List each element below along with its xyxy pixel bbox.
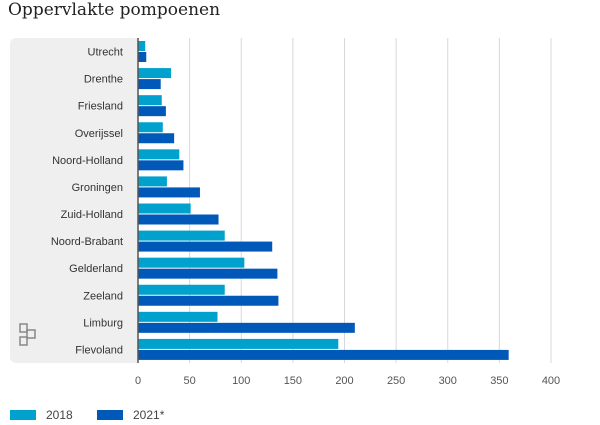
category-label: Groningen xyxy=(72,182,123,194)
bar-2018-overijssel xyxy=(138,122,163,133)
bar-2021-friesland xyxy=(138,106,166,117)
chart-title: Oppervlakte pompoenen xyxy=(8,0,221,20)
bar-2018-gelderland xyxy=(138,257,245,268)
bar-2021-zuid-holland xyxy=(138,214,219,225)
x-tick-label: 200 xyxy=(335,375,353,387)
bar-2021-groningen xyxy=(138,187,200,198)
x-tick-label: 150 xyxy=(284,375,302,387)
x-tick-label: 400 xyxy=(542,375,560,387)
bar-2021-utrecht xyxy=(138,52,147,62)
cbs-logo xyxy=(19,323,36,346)
category-label: Friesland xyxy=(78,101,123,113)
legend-swatch-2018 xyxy=(10,410,36,420)
legend-item-2018: 2018 xyxy=(10,408,73,422)
category-label: Gelderland xyxy=(69,263,123,275)
legend-label-2021: 2021* xyxy=(133,408,165,422)
bar-2021-noord-holland xyxy=(138,160,184,171)
bar-2018-noord-holland xyxy=(138,149,180,160)
category-label: Zuid-Holland xyxy=(61,209,123,221)
x-tick-label: 250 xyxy=(387,375,405,387)
bar-2021-flevoland xyxy=(138,349,509,360)
bar-chart: 0 50 100 150 200 250 300 350 400 Utrecht Drenthe Fr… xyxy=(19,38,560,387)
x-tick-label: 350 xyxy=(490,375,508,387)
bar-2021-gelderland xyxy=(138,268,278,279)
bar-2018-zuid-holland xyxy=(138,203,191,214)
bar-2018-groningen xyxy=(138,176,167,187)
category-label: Drenthe xyxy=(84,74,123,86)
category-label: Noord-Brabant xyxy=(51,236,123,248)
bar-2018-friesland xyxy=(138,95,162,106)
legend-label-2018: 2018 xyxy=(46,408,73,422)
bar-2018-limburg xyxy=(138,311,218,322)
bar-2021-limburg xyxy=(138,322,355,333)
bar-2018-zeeland xyxy=(138,284,225,295)
x-tick-label: 300 xyxy=(439,375,457,387)
category-panel xyxy=(10,38,138,363)
bar-2018-noord-brabant xyxy=(138,230,225,241)
bar-2021-noord-brabant xyxy=(138,241,273,252)
category-label: Utrecht xyxy=(88,47,123,59)
bar-2021-overijssel xyxy=(138,133,175,144)
bar-2018-flevoland xyxy=(138,338,339,349)
bar-2021-zeeland xyxy=(138,295,279,306)
category-label: Flevoland xyxy=(75,344,123,356)
legend-swatch-2021 xyxy=(97,410,123,420)
category-label: Overijssel xyxy=(75,128,123,140)
category-label: Noord-Holland xyxy=(52,155,123,167)
bar-2018-drenthe xyxy=(138,68,172,79)
category-label: Limburg xyxy=(83,317,123,329)
category-label: Zeeland xyxy=(83,290,123,302)
x-tick-label: 0 xyxy=(135,375,141,387)
legend-item-2021: 2021* xyxy=(97,408,164,422)
x-tick-label: 50 xyxy=(184,375,196,387)
bar-2021-drenthe xyxy=(138,79,161,90)
bar-2018-utrecht xyxy=(138,41,146,51)
x-tick-label: 100 xyxy=(232,375,250,387)
